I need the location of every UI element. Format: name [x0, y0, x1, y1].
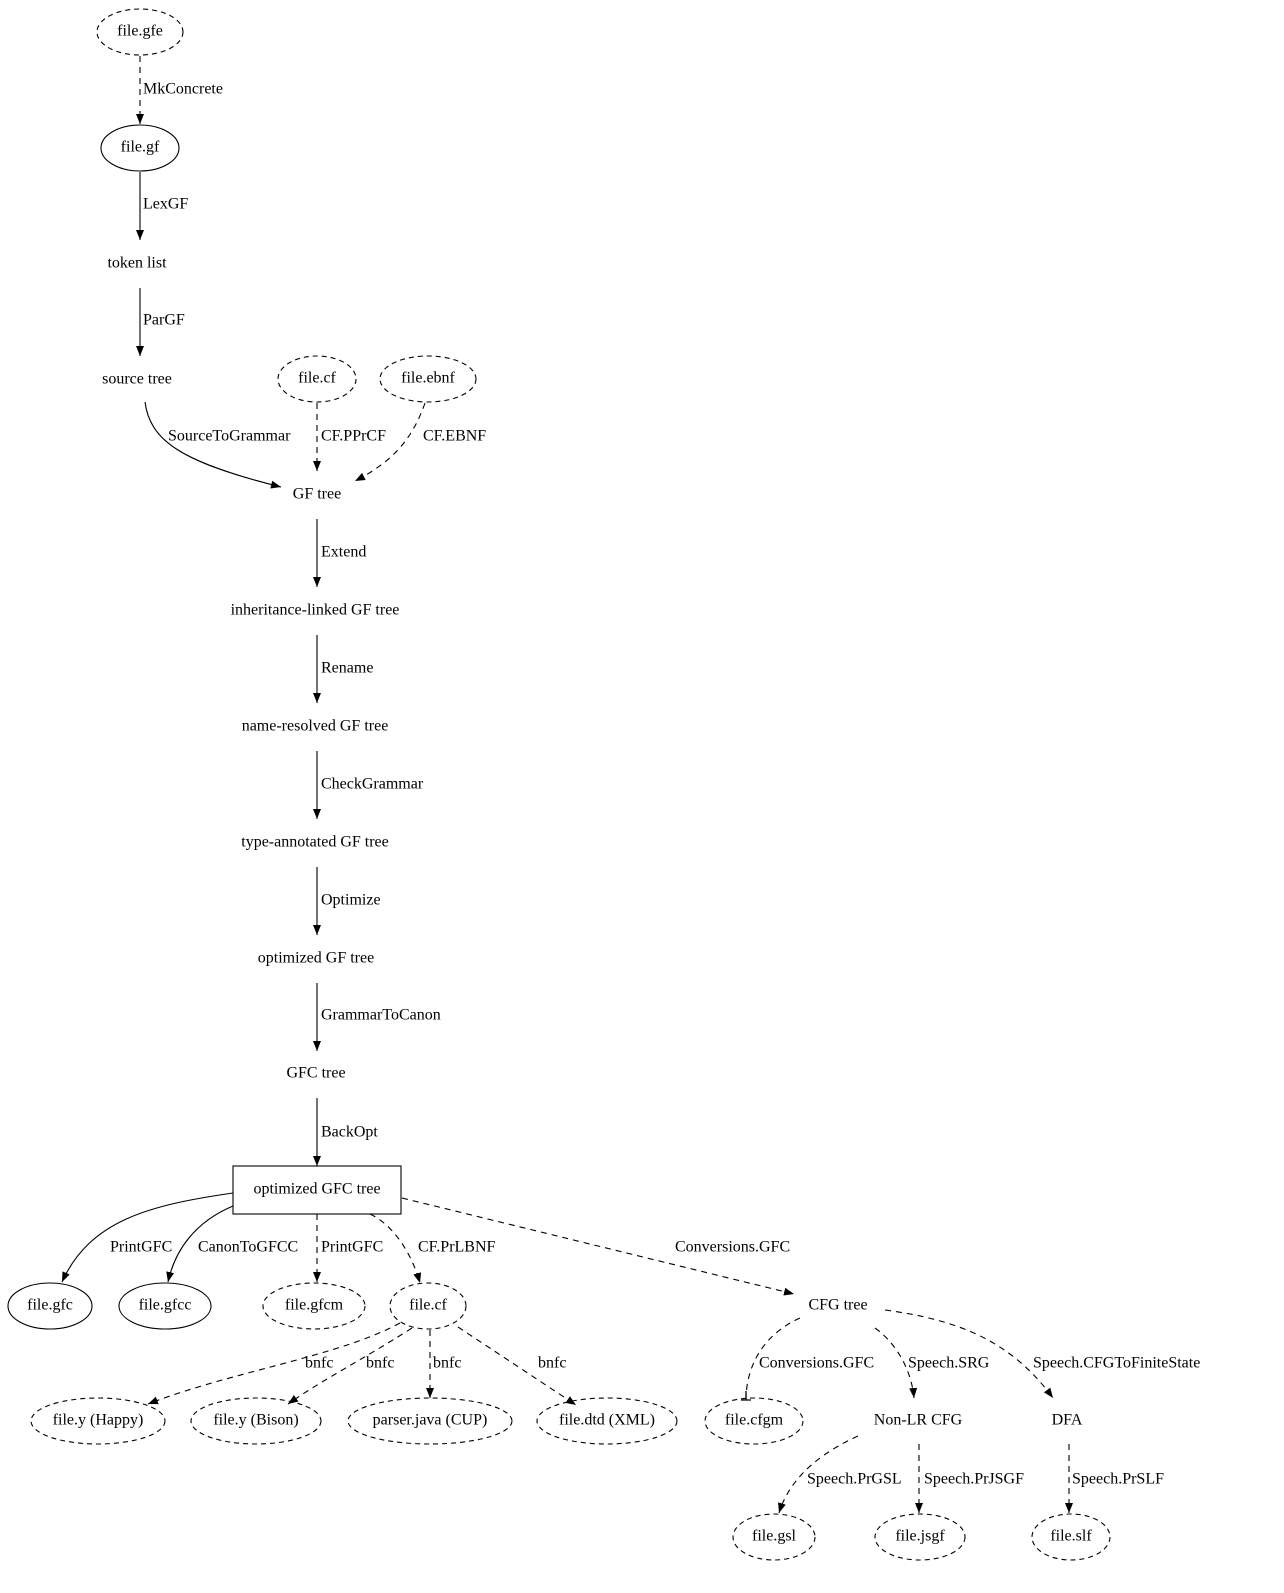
edge-label: Speech.PrGSL: [807, 1471, 902, 1488]
edge-label: BackOpt: [321, 1124, 378, 1141]
node-label: file.cf: [409, 1297, 447, 1314]
node-label: file.gfe: [117, 23, 163, 40]
edge-label: CF.EBNF: [423, 428, 486, 445]
edge: [287, 1327, 413, 1405]
node-label: token list: [107, 255, 167, 272]
node-label: file.cfgm: [725, 1412, 784, 1429]
edge-label: Extend: [321, 544, 366, 561]
node-label: file.gfc: [27, 1297, 73, 1314]
edge-label: Speech.CFGToFiniteState: [1033, 1355, 1200, 1372]
node-label: file.dtd (XML): [559, 1412, 655, 1429]
edge-label: Speech.PrJSGF: [924, 1471, 1024, 1488]
node-label: file.gfcm: [285, 1297, 344, 1314]
node-label: file.jsgf: [895, 1528, 945, 1545]
node-shape: [277, 355, 357, 403]
edge-label: Speech.PrSLF: [1072, 1471, 1164, 1488]
edge-label: Conversions.GFC: [759, 1355, 874, 1372]
edge-label: CheckGrammar: [321, 776, 424, 793]
node-label: file.cf: [298, 370, 336, 387]
node-shape: [262, 1282, 366, 1330]
node-label: inheritance-linked GF tree: [231, 602, 400, 619]
node-label: GFC tree: [286, 1065, 345, 1082]
edge-label: LexGF: [143, 196, 188, 213]
edge: [401, 1197, 795, 1296]
node-shape: [100, 124, 180, 172]
node-shape: [96, 8, 184, 56]
node-shape: [732, 1513, 816, 1561]
edge-label: Rename: [321, 660, 373, 677]
node-label: Non-LR CFG: [874, 1412, 963, 1429]
edge-label: bnfc: [538, 1355, 566, 1372]
node-label: type-annotated GF tree: [241, 834, 389, 851]
node-label: optimized GF tree: [258, 950, 374, 967]
node-label: GF tree: [293, 486, 341, 503]
node-label: optimized GFC tree: [253, 1181, 380, 1198]
edge-label: MkConcrete: [143, 81, 223, 98]
node-shape: [232, 1165, 402, 1215]
node-label: file.gsl: [752, 1528, 797, 1545]
edge: [144, 401, 282, 489]
edge-label: bnfc: [366, 1355, 394, 1372]
edge-label: Conversions.GFC: [675, 1239, 790, 1256]
edge-label: bnfc: [433, 1355, 461, 1372]
node-shape: [389, 1282, 467, 1330]
edge-label: Speech.SRG: [908, 1355, 990, 1372]
node-shape: [347, 1397, 513, 1445]
edge: [61, 1192, 234, 1283]
node-label: name-resolved GF tree: [242, 718, 389, 735]
edge: [740, 1317, 801, 1401]
node-shape: [536, 1397, 678, 1445]
edge: [354, 402, 426, 482]
node-label: file.y (Bison): [213, 1412, 298, 1429]
edge-label: Optimize: [321, 892, 381, 909]
edge-label: CanonToGFCC: [198, 1239, 298, 1256]
node-shape: [379, 355, 477, 403]
node-label: file.slf: [1050, 1528, 1092, 1545]
node-label: source tree: [102, 371, 172, 388]
edge-label: SourceToGrammar: [168, 428, 291, 445]
node-shape: [118, 1282, 212, 1330]
edge-label: GrammarToCanon: [321, 1007, 441, 1024]
edge: [369, 1213, 422, 1284]
node-shape: [30, 1397, 166, 1445]
edge: [778, 1435, 859, 1514]
node-label: parser.java (CUP): [373, 1412, 488, 1429]
node-shape: [190, 1397, 322, 1445]
node-label: file.gf: [121, 139, 160, 156]
edge-label: CF.PPrCF: [321, 428, 386, 445]
edge-label: ParGF: [143, 312, 185, 329]
edge: [166, 1205, 234, 1283]
edge: [147, 1322, 401, 1405]
edge-label: PrintGFC: [110, 1239, 172, 1256]
edge-label: bnfc: [305, 1355, 333, 1372]
edge: [884, 1309, 1054, 1399]
edge-label: PrintGFC: [321, 1239, 383, 1256]
edge: [457, 1326, 577, 1406]
node-shape: [7, 1282, 93, 1330]
node-label: file.y (Happy): [53, 1412, 144, 1429]
node-shape: [874, 1513, 966, 1561]
node-label: file.ebnf: [401, 370, 455, 387]
node-label: file.gfcc: [139, 1297, 192, 1314]
node-label: DFA: [1052, 1412, 1083, 1429]
node-label: CFG tree: [808, 1297, 867, 1314]
edge-label: CF.PrLBNF: [418, 1239, 496, 1256]
node-shape: [1031, 1513, 1111, 1561]
node-shape: [704, 1397, 804, 1445]
